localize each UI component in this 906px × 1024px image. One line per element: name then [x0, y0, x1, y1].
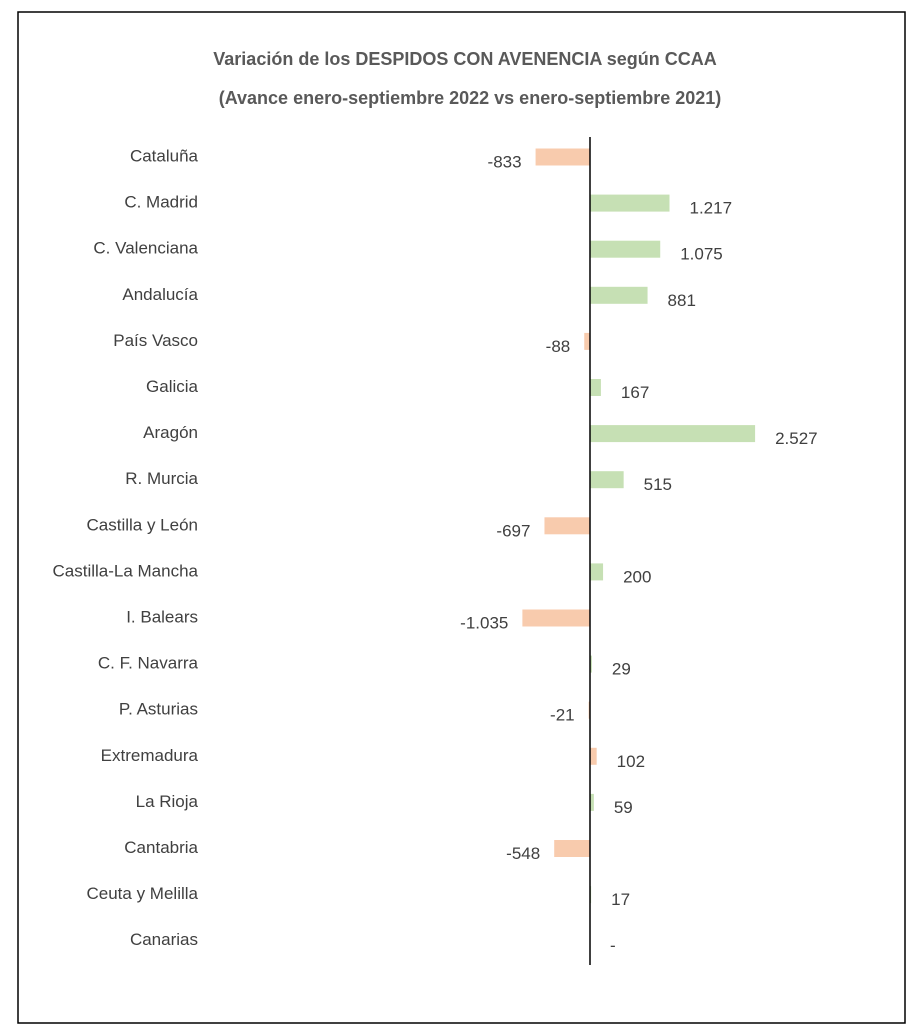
category-label: La Rioja — [136, 792, 199, 811]
category-label: Canarias — [130, 930, 198, 949]
bar — [590, 379, 601, 396]
category-label: Castilla y León — [86, 515, 198, 534]
data-label: 1.217 — [690, 199, 733, 218]
category-label: Aragón — [143, 423, 198, 442]
bar — [544, 517, 590, 535]
data-label: -21 — [550, 706, 575, 725]
category-label: C. Valenciana — [93, 239, 198, 258]
bar — [590, 655, 592, 673]
bar — [590, 747, 597, 765]
data-label: -833 — [488, 152, 522, 171]
bar — [584, 332, 590, 350]
bar — [590, 471, 624, 489]
category-label: P. Asturias — [119, 700, 198, 719]
category-label: I. Balears — [126, 607, 198, 626]
category-label: Ceuta y Melilla — [87, 884, 199, 903]
data-label: 29 — [612, 660, 631, 679]
bar — [590, 793, 594, 811]
data-label: - — [610, 936, 616, 955]
bar — [554, 840, 590, 857]
data-label: 59 — [614, 798, 633, 817]
category-label: País Vasco — [113, 331, 198, 350]
data-label: 102 — [617, 752, 645, 771]
category-label: Castilla-La Mancha — [52, 561, 198, 580]
data-label: 1.075 — [680, 245, 723, 264]
data-label: -697 — [496, 521, 530, 540]
category-label: Galicia — [146, 377, 199, 396]
bar — [590, 425, 756, 443]
data-label: -548 — [506, 844, 540, 863]
data-label: 200 — [623, 567, 651, 586]
chart-subtitle: (Avance enero-septiembre 2022 vs enero-s… — [219, 88, 722, 108]
bar — [590, 286, 648, 304]
data-label: 881 — [668, 291, 696, 310]
data-label: 2.527 — [775, 429, 818, 448]
bar — [535, 148, 590, 166]
chart-border — [17, 11, 906, 1024]
category-label: Andalucía — [122, 285, 198, 304]
data-label: 17 — [611, 890, 630, 909]
chart-title: Variación de los DESPIDOS CON AVENENCIA … — [213, 49, 716, 69]
data-label: -88 — [546, 337, 571, 356]
category-label: C. Madrid — [124, 193, 198, 212]
category-label: C. F. Navarra — [98, 654, 199, 673]
bar — [590, 240, 661, 258]
data-label: 167 — [621, 383, 649, 402]
category-label: Cantabria — [124, 838, 198, 857]
category-label: Cataluña — [130, 146, 199, 165]
data-label: 515 — [644, 475, 672, 494]
category-label: Extremadura — [101, 746, 199, 765]
bar — [522, 609, 590, 627]
bar — [590, 194, 670, 212]
data-label: -1.035 — [460, 613, 508, 632]
category-label: R. Murcia — [125, 469, 198, 488]
bar — [590, 563, 604, 581]
